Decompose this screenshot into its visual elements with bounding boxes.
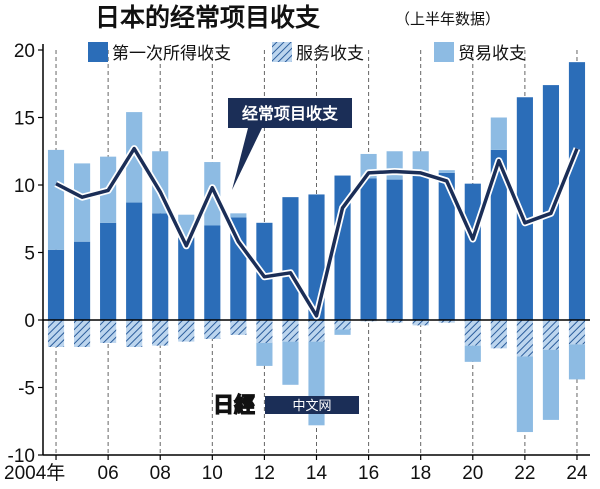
x-tick-label-2022: 22 xyxy=(514,463,535,484)
x-tick-label-2020: 20 xyxy=(462,463,483,484)
trade-bar-2011 xyxy=(230,213,247,218)
primary-income-bar-2023 xyxy=(542,85,560,320)
legend-item-primary-income: 第一次所得收支 xyxy=(88,42,231,64)
services-bar-2023 xyxy=(542,320,560,350)
legend-item-services: 服务收支 xyxy=(272,42,364,64)
services-bar-2024 xyxy=(568,320,586,345)
services-bar-2018 xyxy=(412,320,429,326)
current-account-callout: 经常项目收支 xyxy=(228,98,352,190)
services-bar-2017 xyxy=(386,320,403,323)
primary-income-bar-2018 xyxy=(412,172,429,320)
trade-bar-2017 xyxy=(386,151,403,180)
legend-swatch-services xyxy=(272,42,292,62)
x-tick-label-2012: 12 xyxy=(254,463,275,484)
y-tick-label-15: 15 xyxy=(14,109,35,130)
primary-income-bar-2013 xyxy=(282,197,299,320)
trade-bar-2018 xyxy=(412,151,429,173)
services-bar-2010 xyxy=(204,320,221,339)
trade-bar-2004 xyxy=(47,149,65,250)
callout-box xyxy=(228,98,352,190)
primary-income-bar-2021 xyxy=(490,149,507,320)
primary-income-bar-2019 xyxy=(438,172,455,320)
legend-label-primary-income: 第一次所得收支 xyxy=(112,44,231,64)
chart-title: 日本的经常项目收支 xyxy=(95,3,320,32)
legend-label-trade: 贸易收支 xyxy=(458,44,526,64)
y-tick-label-20: 20 xyxy=(14,41,35,62)
x-tick-label-2024: 24 xyxy=(566,463,588,484)
services-bar-2022 xyxy=(516,320,533,357)
x-tick-label-2004: 2004年 xyxy=(4,462,65,484)
y-tick-label-10: 10 xyxy=(14,176,35,197)
primary-income-bar-2024 xyxy=(568,62,586,321)
line-layer xyxy=(54,145,581,320)
ticks-layer: -10 -5 0 5 10 15 20 2004年 06 08 10 12 14 16 18 20 22 24 xyxy=(4,41,588,484)
y-tick-label--10: -10 xyxy=(8,446,35,467)
trade-bar-2007 xyxy=(126,112,143,203)
trade-bar-2013 xyxy=(282,341,299,385)
legend-label-services: 服务收支 xyxy=(296,44,364,64)
services-bar-2012 xyxy=(256,320,273,343)
trade-bar-2021 xyxy=(490,117,507,150)
services-bar-2015 xyxy=(334,320,351,330)
y-tick-label-0: 0 xyxy=(24,311,35,332)
services-bar-2019 xyxy=(438,320,455,323)
y-tick-label--5: -5 xyxy=(18,379,35,400)
nikkei-watermark: 日經 中文网 xyxy=(212,391,359,418)
bars-layer xyxy=(47,62,586,433)
primary-income-bar-2007 xyxy=(126,202,143,320)
watermark-label-bg xyxy=(265,396,359,414)
trade-bar-2015 xyxy=(334,329,351,335)
trade-bar-2020 xyxy=(464,345,481,362)
legend-item-trade: 贸易收支 xyxy=(434,42,526,64)
services-bar-2014 xyxy=(308,320,325,342)
services-bar-2013 xyxy=(282,320,299,342)
services-bar-2009 xyxy=(178,320,195,342)
trade-bar-2019 xyxy=(438,170,455,173)
services-bar-2007 xyxy=(126,320,143,347)
primary-income-bar-2022 xyxy=(516,97,533,320)
primary-income-bar-2005 xyxy=(73,241,91,320)
services-bar-2020 xyxy=(464,320,481,346)
x-tick-label-2008: 08 xyxy=(150,463,171,484)
primary-income-bar-2006 xyxy=(100,222,117,320)
trade-bar-2023 xyxy=(542,349,560,420)
primary-income-bar-2017 xyxy=(386,179,403,320)
services-bar-2004 xyxy=(47,320,65,347)
legend-swatch-trade xyxy=(434,42,454,62)
services-bar-2006 xyxy=(100,320,117,343)
primary-income-bar-2009 xyxy=(178,237,195,320)
callout-label: 经常项目收支 xyxy=(242,104,339,123)
current-account-line xyxy=(55,146,579,318)
services-bar-2011 xyxy=(230,320,247,335)
x-tick-label-2014: 14 xyxy=(306,463,328,484)
primary-income-bar-2016 xyxy=(360,178,377,320)
y-tick-label-5: 5 xyxy=(24,244,35,265)
services-bar-2008 xyxy=(152,320,169,346)
chart-subtitle: （上半年数据） xyxy=(395,10,500,28)
trade-bar-2012 xyxy=(256,342,273,366)
watermark-label: 中文网 xyxy=(292,399,331,414)
x-tick-label-2010: 10 xyxy=(202,463,223,484)
primary-income-bar-2020 xyxy=(464,183,481,320)
watermark-logo: 日經 xyxy=(213,392,255,417)
services-bar-2005 xyxy=(73,320,91,347)
primary-income-bar-2008 xyxy=(152,213,169,320)
legend-swatch-primary-income xyxy=(88,42,108,62)
primary-income-bar-2010 xyxy=(204,225,221,320)
legend: 第一次所得收支 服务收支 贸易收支 xyxy=(88,42,526,64)
primary-income-bar-2004 xyxy=(47,249,65,320)
x-tick-label-2006: 06 xyxy=(98,463,119,484)
trade-bar-2024 xyxy=(568,344,586,380)
trade-bar-2022 xyxy=(516,356,533,433)
x-tick-label-2016: 16 xyxy=(358,463,379,484)
x-tick-label-2018: 18 xyxy=(410,463,431,484)
services-bar-2021 xyxy=(490,320,507,349)
trade-bar-2005 xyxy=(73,163,91,242)
